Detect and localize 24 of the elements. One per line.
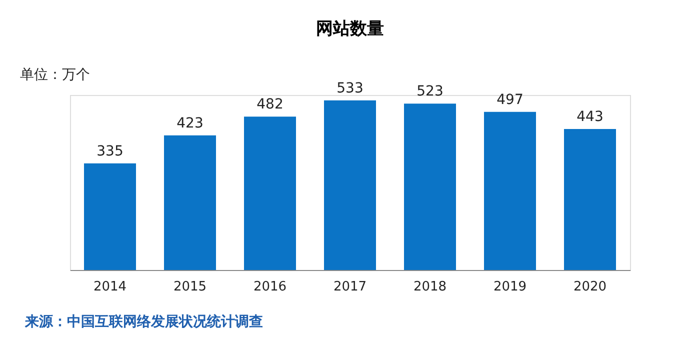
x-tick-label: 2019: [493, 280, 527, 294]
source-note: 来源：中国互联网络发展状况统计调查: [24, 313, 263, 330]
data-label: 443: [576, 109, 604, 126]
chart-title: 网站数量: [316, 19, 384, 39]
x-tick-label: 2018: [413, 280, 447, 294]
text: 单位：万个: [20, 67, 90, 83]
bar: [324, 100, 376, 270]
bar: [164, 135, 216, 270]
data-label: 482: [256, 96, 284, 113]
x-tick-label: 2016: [253, 280, 287, 294]
bar: [484, 112, 536, 270]
x-tick-label: 2014: [93, 280, 127, 294]
bar: [244, 116, 296, 270]
data-label: 423: [176, 115, 204, 132]
bar: [84, 163, 136, 270]
data-label: 533: [336, 80, 364, 96]
data-label: 523: [416, 84, 444, 100]
bar: [404, 104, 456, 270]
data-label: 335: [96, 143, 124, 160]
x-tick-label: 2020: [573, 280, 607, 294]
x-tick-label: 2017: [333, 280, 367, 294]
x-tick-label: 2015: [173, 280, 207, 294]
data-label: 497: [496, 92, 524, 108]
bar: [564, 129, 616, 270]
